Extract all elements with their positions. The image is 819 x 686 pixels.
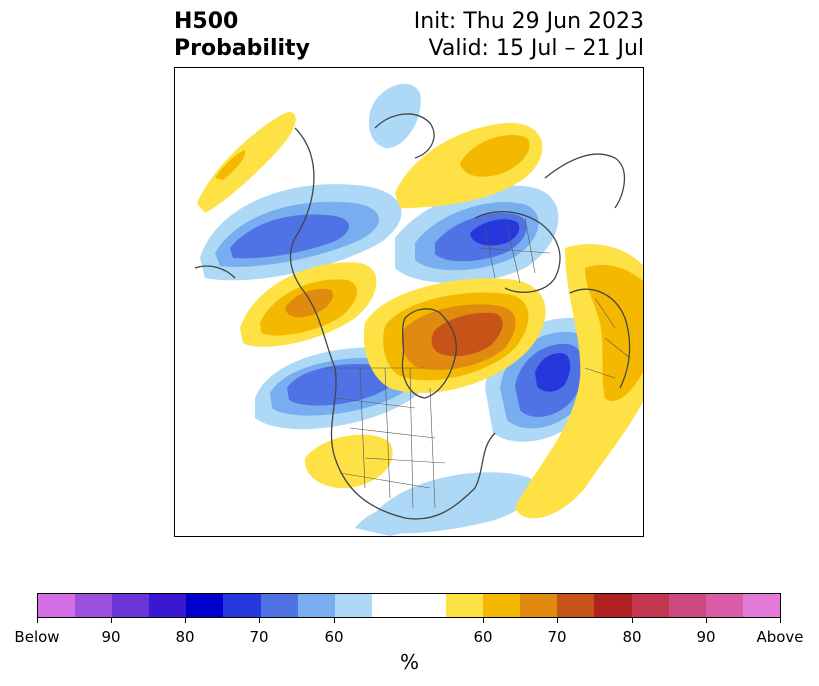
colorbar-tick-label: Above bbox=[756, 628, 804, 646]
colorbar-below-segment bbox=[260, 594, 298, 617]
yellow-anomaly-northwest bbox=[197, 112, 296, 213]
colorbar-below-segment bbox=[112, 594, 150, 617]
colorbar-tick-label: 90 bbox=[101, 628, 121, 646]
colorbar-tickmark bbox=[557, 618, 558, 623]
colorbar-tick-label: 90 bbox=[696, 628, 716, 646]
colorbar-unit-label: % bbox=[399, 650, 419, 674]
colorbar-neutral-segment bbox=[371, 594, 447, 617]
colorbar-tickmark bbox=[706, 618, 707, 623]
colorbar-tick-label: 70 bbox=[249, 628, 269, 646]
colorbar-below-segment bbox=[297, 594, 335, 617]
colorbar-above-segment bbox=[705, 594, 743, 617]
yellow-anomaly-southwest-us bbox=[304, 434, 393, 489]
colorbar-below-segment bbox=[223, 594, 261, 617]
colorbar-tick-label: 60 bbox=[324, 628, 344, 646]
colorbar-tick-label: 80 bbox=[175, 628, 195, 646]
colorbar-below-segment bbox=[334, 594, 372, 617]
colorbar-tick-label: 70 bbox=[547, 628, 567, 646]
colorbar-tickmark bbox=[334, 618, 335, 623]
political-borders bbox=[325, 217, 631, 509]
colorbar-tickmark bbox=[185, 618, 186, 623]
colorbar-above-segment bbox=[520, 594, 558, 617]
chart-title: H500 Probability bbox=[174, 8, 310, 62]
colorbar-above-segment bbox=[446, 594, 484, 617]
colorbar-tick-label: 60 bbox=[473, 628, 493, 646]
colorbar-tickmark bbox=[111, 618, 112, 623]
colorbar-above-segment bbox=[631, 594, 669, 617]
colorbar-tick-label: Below bbox=[14, 628, 60, 646]
init-date: Init: Thu 29 Jun 2023 bbox=[413, 9, 644, 34]
colorbar-above-segment bbox=[557, 594, 595, 617]
title-line-1: H500 bbox=[174, 9, 239, 34]
colorbar-tickmark bbox=[37, 618, 38, 623]
colorbar-below-segment bbox=[186, 594, 224, 617]
colorbar-tickmark bbox=[780, 618, 781, 623]
coastlines bbox=[194, 113, 631, 520]
colorbar-tickmark bbox=[632, 618, 633, 623]
above-normal-anomalies bbox=[197, 112, 643, 519]
colorbar-above-segment bbox=[742, 594, 780, 617]
chart-subtitle: Init: Thu 29 Jun 2023 Valid: 15 Jul – 21… bbox=[414, 8, 644, 62]
valid-range: Valid: 15 Jul – 21 Jul bbox=[428, 36, 644, 61]
colorbar-above-segment bbox=[483, 594, 521, 617]
colorbar-above-segment bbox=[594, 594, 632, 617]
colorbar-tick-label: 80 bbox=[622, 628, 642, 646]
colorbar-below-segment bbox=[149, 594, 187, 617]
colorbar-below-segment bbox=[75, 594, 113, 617]
colorbar bbox=[37, 593, 781, 618]
colorbar-below-segment bbox=[38, 594, 76, 617]
colorbar-above-segment bbox=[668, 594, 706, 617]
title-line-2: Probability bbox=[174, 36, 310, 61]
colorbar-tickmark bbox=[483, 618, 484, 623]
probability-map bbox=[194, 83, 643, 536]
map-panel bbox=[174, 67, 644, 537]
colorbar-tickmark bbox=[259, 618, 260, 623]
